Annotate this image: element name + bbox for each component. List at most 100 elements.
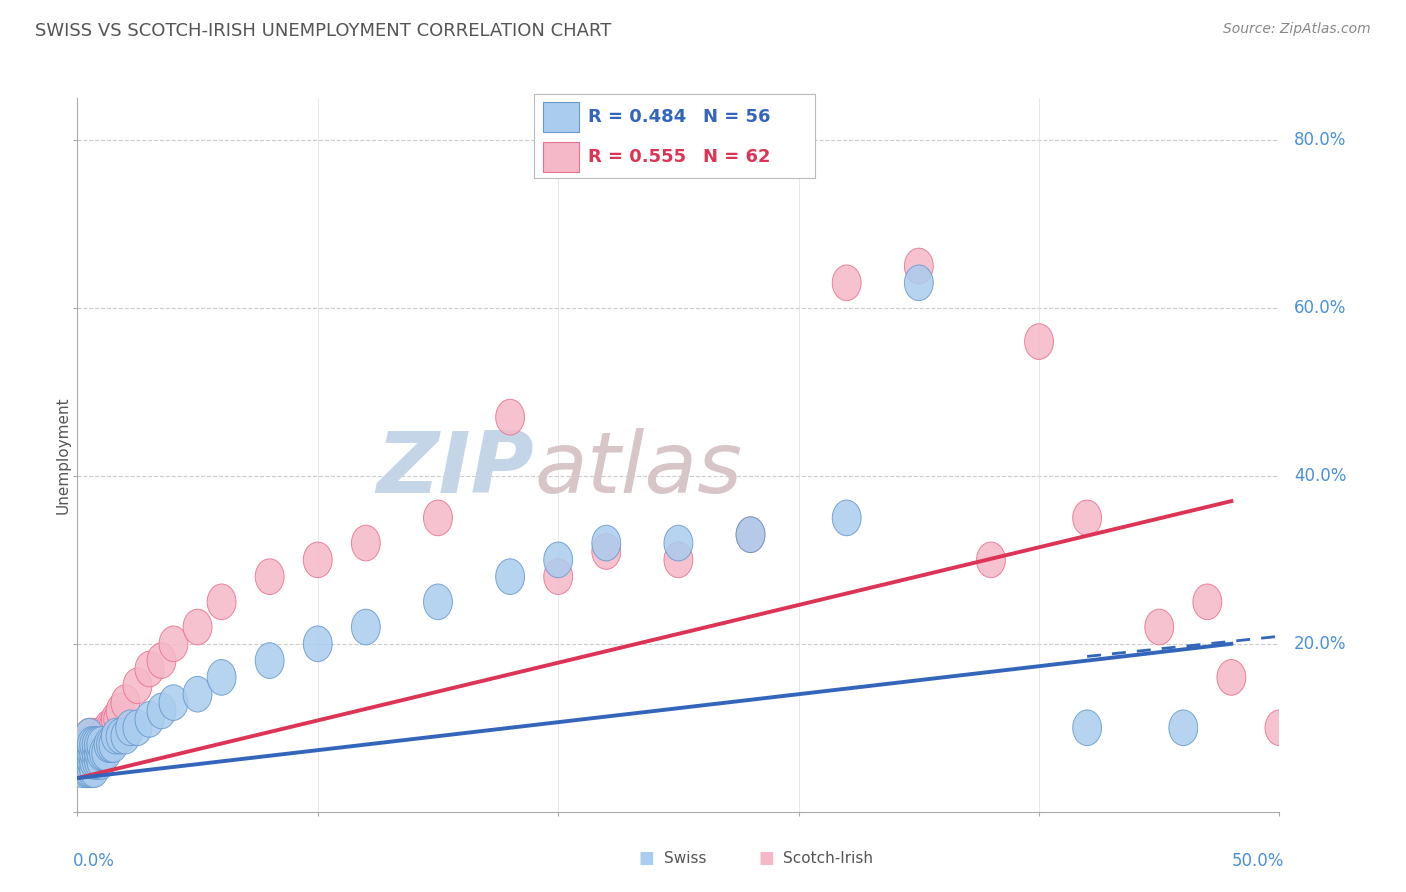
Text: 0.0%: 0.0% (73, 852, 114, 870)
Ellipse shape (87, 735, 115, 771)
Text: R = 0.484: R = 0.484 (588, 108, 686, 126)
Ellipse shape (101, 718, 131, 754)
Ellipse shape (80, 735, 108, 771)
Ellipse shape (77, 744, 107, 780)
Ellipse shape (159, 626, 188, 662)
Ellipse shape (87, 727, 115, 763)
Ellipse shape (1073, 710, 1101, 746)
Ellipse shape (87, 727, 115, 763)
Ellipse shape (111, 685, 139, 721)
Ellipse shape (80, 727, 108, 763)
Ellipse shape (94, 727, 122, 763)
Ellipse shape (70, 735, 98, 771)
Text: SWISS VS SCOTCH-IRISH UNEMPLOYMENT CORRELATION CHART: SWISS VS SCOTCH-IRISH UNEMPLOYMENT CORRE… (35, 22, 612, 40)
Ellipse shape (183, 609, 212, 645)
Ellipse shape (832, 500, 860, 536)
Ellipse shape (73, 752, 101, 788)
Ellipse shape (592, 533, 620, 569)
Ellipse shape (77, 718, 107, 754)
Ellipse shape (67, 752, 97, 788)
Ellipse shape (77, 727, 107, 763)
Ellipse shape (496, 400, 524, 435)
Text: R = 0.555: R = 0.555 (588, 148, 686, 166)
Ellipse shape (1218, 659, 1246, 695)
Ellipse shape (115, 710, 145, 746)
Ellipse shape (107, 693, 135, 729)
Ellipse shape (75, 718, 104, 754)
Ellipse shape (65, 744, 94, 780)
Ellipse shape (84, 727, 114, 763)
Text: ■: ■ (758, 849, 775, 867)
Ellipse shape (98, 727, 128, 763)
Ellipse shape (70, 744, 98, 780)
Ellipse shape (1192, 584, 1222, 620)
Ellipse shape (97, 727, 125, 763)
Ellipse shape (664, 525, 693, 561)
Ellipse shape (84, 727, 114, 763)
Ellipse shape (80, 744, 108, 780)
Ellipse shape (832, 265, 860, 301)
Ellipse shape (496, 558, 524, 594)
Text: 60.0%: 60.0% (1294, 299, 1347, 317)
Ellipse shape (1265, 710, 1294, 746)
Ellipse shape (82, 718, 111, 754)
Ellipse shape (70, 744, 98, 780)
Text: 40.0%: 40.0% (1294, 467, 1347, 485)
Text: atlas: atlas (534, 427, 742, 511)
Text: ZIP: ZIP (377, 427, 534, 511)
Text: 50.0%: 50.0% (1232, 852, 1284, 870)
Ellipse shape (148, 693, 176, 729)
Ellipse shape (84, 744, 114, 780)
Ellipse shape (75, 744, 104, 780)
Ellipse shape (75, 735, 104, 771)
Ellipse shape (98, 710, 128, 746)
Ellipse shape (84, 735, 114, 771)
Ellipse shape (82, 727, 111, 763)
Bar (543, 103, 579, 132)
Ellipse shape (82, 744, 111, 780)
Ellipse shape (75, 718, 104, 754)
Ellipse shape (256, 558, 284, 594)
Ellipse shape (737, 516, 765, 552)
Ellipse shape (73, 735, 101, 771)
Ellipse shape (94, 710, 122, 746)
Ellipse shape (977, 542, 1005, 578)
Text: 80.0%: 80.0% (1294, 131, 1347, 149)
Ellipse shape (82, 735, 111, 771)
Ellipse shape (70, 735, 98, 771)
Ellipse shape (544, 542, 572, 578)
Ellipse shape (111, 718, 139, 754)
Ellipse shape (77, 735, 107, 771)
Ellipse shape (304, 542, 332, 578)
Ellipse shape (207, 584, 236, 620)
Ellipse shape (80, 727, 108, 763)
Ellipse shape (352, 525, 380, 561)
Ellipse shape (304, 626, 332, 662)
Ellipse shape (664, 542, 693, 578)
Ellipse shape (904, 248, 934, 284)
Ellipse shape (80, 752, 108, 788)
Ellipse shape (77, 752, 107, 788)
Ellipse shape (91, 718, 121, 754)
Ellipse shape (135, 701, 165, 737)
Ellipse shape (544, 558, 572, 594)
Text: Scotch-Irish: Scotch-Irish (783, 851, 873, 865)
Ellipse shape (90, 735, 118, 771)
Ellipse shape (75, 735, 104, 771)
Ellipse shape (75, 744, 104, 780)
Ellipse shape (80, 744, 108, 780)
Ellipse shape (904, 265, 934, 301)
Ellipse shape (104, 701, 132, 737)
Ellipse shape (73, 735, 101, 771)
Ellipse shape (77, 744, 107, 780)
Ellipse shape (1025, 324, 1053, 359)
Ellipse shape (73, 727, 101, 763)
Ellipse shape (84, 735, 114, 771)
Ellipse shape (91, 735, 121, 771)
Ellipse shape (87, 718, 115, 754)
Ellipse shape (75, 752, 104, 788)
Ellipse shape (73, 744, 101, 780)
Ellipse shape (75, 752, 104, 788)
Ellipse shape (73, 744, 101, 780)
Ellipse shape (1073, 500, 1101, 536)
